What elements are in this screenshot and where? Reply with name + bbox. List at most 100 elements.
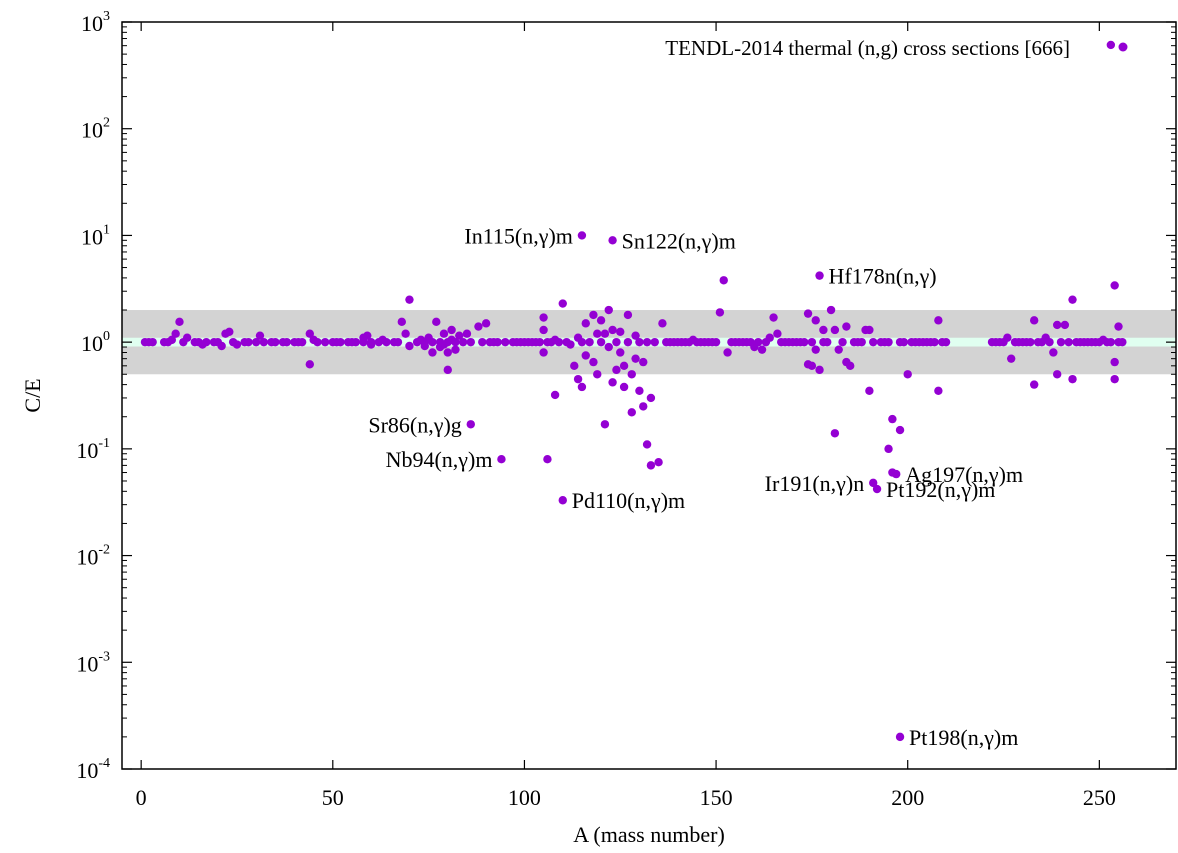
- plot-frame: [121, 21, 1177, 770]
- data-point: [1029, 380, 1039, 389]
- data-point: [593, 329, 602, 338]
- data-point: [619, 361, 629, 371]
- data-point: [941, 337, 951, 347]
- data-point: [351, 337, 360, 347]
- annotation-label: Nb94(n,γ)m: [386, 447, 493, 472]
- data-point: [616, 348, 625, 357]
- data-point: [428, 337, 437, 347]
- data-point: [432, 317, 441, 327]
- data-point: [313, 337, 322, 347]
- data-point: [382, 337, 391, 347]
- x-tick-label: 150: [700, 785, 733, 810]
- x-tick-label: 50: [322, 785, 344, 810]
- data-point: [608, 325, 617, 335]
- x-tick-label: 250: [1083, 785, 1116, 810]
- data-point: [458, 337, 468, 347]
- data-point: [608, 236, 617, 245]
- x-tick-label: 200: [891, 785, 924, 810]
- y-axis: 10-4 10-3 10-2 10-1 100 101 102 103: [76, 9, 1176, 783]
- data-point: [930, 337, 939, 347]
- data-point: [604, 305, 613, 315]
- data-point: [800, 337, 809, 347]
- data-point: [654, 457, 663, 467]
- data-point: [1060, 320, 1070, 330]
- data-point: [719, 276, 728, 285]
- data-point: [405, 341, 414, 351]
- data-point: [838, 337, 847, 347]
- data-point: [255, 331, 265, 340]
- data-point: [811, 345, 820, 354]
- data-point: [251, 337, 261, 347]
- data-point: [1052, 370, 1062, 379]
- data-point: [320, 337, 330, 347]
- data-point: [1110, 374, 1119, 384]
- data-point: [543, 454, 552, 464]
- annotation-label: Ag197(n,γ)m: [905, 462, 1023, 487]
- data-point: [550, 390, 560, 400]
- data-point: [462, 329, 472, 338]
- data-point: [217, 341, 226, 351]
- data-point: [1026, 337, 1035, 347]
- data-point: [443, 365, 452, 375]
- data-point: [589, 357, 598, 367]
- data-point: [539, 348, 548, 357]
- data-point: [1003, 333, 1012, 342]
- data-point: [612, 365, 621, 375]
- data-point: [1056, 337, 1066, 347]
- data-point: [202, 337, 211, 347]
- data-point: [1106, 40, 1116, 50]
- data-point: [451, 345, 460, 354]
- data-point: [1118, 337, 1127, 347]
- y-tick-label: 103: [81, 9, 110, 36]
- data-point: [271, 337, 280, 347]
- data-point: [401, 329, 410, 338]
- data-point: [934, 316, 943, 325]
- data-point: [447, 325, 456, 335]
- data-point: [428, 348, 437, 357]
- x-axis-title: A (mass number): [573, 822, 725, 847]
- data-point: [715, 308, 725, 317]
- annotation-label: Sn122(n,γ)m: [622, 228, 736, 253]
- data-point: [539, 313, 548, 322]
- data-point: [566, 340, 575, 349]
- data-point: [585, 337, 594, 347]
- y-tick-label: 102: [81, 116, 110, 143]
- data-point: [646, 461, 656, 470]
- data-point: [1052, 320, 1062, 330]
- data-point: [723, 348, 732, 357]
- data-point: [869, 478, 878, 488]
- data-point: [612, 337, 621, 347]
- data-point: [834, 345, 843, 354]
- x-tick-label: 100: [508, 785, 541, 810]
- data-point: [627, 370, 636, 379]
- data-point: [558, 299, 567, 308]
- data-point: [865, 325, 874, 335]
- data-point: [1029, 316, 1039, 325]
- data-point: [305, 360, 315, 369]
- data-point: [815, 365, 824, 375]
- data-point: [619, 382, 629, 392]
- data-point: [259, 337, 269, 347]
- data-point: [366, 337, 376, 347]
- data-point: [1106, 337, 1116, 347]
- data-point: [363, 331, 372, 340]
- data-point: [631, 354, 640, 363]
- data-point: [171, 329, 180, 338]
- data-point: [405, 295, 414, 304]
- data-point: [884, 444, 893, 454]
- annotation-label: Sr86(n,γ)g: [368, 412, 461, 437]
- data-point: [1006, 354, 1016, 363]
- data-point: [635, 386, 644, 395]
- data-point: [501, 337, 510, 347]
- data-point: [478, 337, 487, 347]
- data-point: [631, 331, 640, 340]
- data-point: [148, 337, 157, 347]
- legend-label: TENDL-2014 thermal (n,g) cross sections …: [665, 36, 1070, 60]
- data-point: [895, 732, 905, 742]
- data-point: [581, 319, 590, 328]
- data-point: [807, 361, 817, 371]
- data-point: [773, 329, 782, 338]
- data-point: [535, 337, 544, 347]
- data-point: [616, 327, 625, 337]
- data-point: [865, 386, 874, 395]
